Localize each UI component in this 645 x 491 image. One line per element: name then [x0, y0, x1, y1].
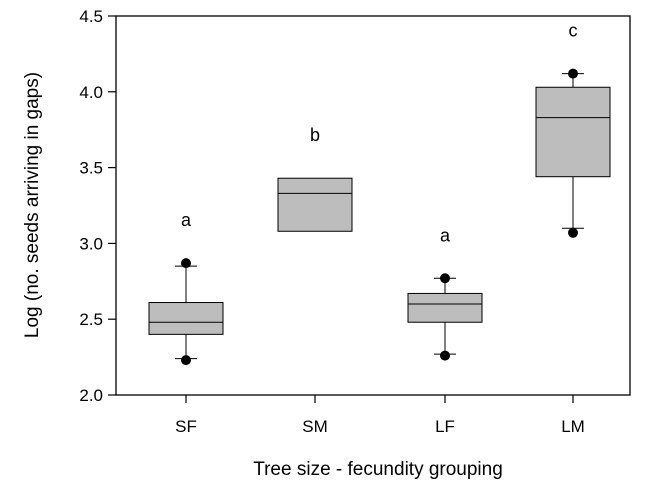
y-axis-title: Log (no. seeds arriving in gaps)	[22, 72, 43, 338]
y-tick-label: 2.5	[79, 310, 103, 329]
outlier-point-lm	[568, 68, 578, 79]
outlier-point-lm	[568, 227, 578, 238]
box-sf	[148, 302, 224, 335]
x-tick-label-lm: LM	[561, 417, 585, 436]
x-tick-label-sf: SF	[175, 417, 197, 436]
significance-letter-lm: c	[569, 21, 578, 41]
y-tick-label: 3.0	[79, 234, 103, 253]
significance-letter-sm: b	[310, 125, 320, 145]
x-tick-label-sm: SM	[302, 417, 328, 436]
x-tick-label-lf: LF	[435, 417, 455, 436]
outlier-point-sf	[181, 355, 191, 366]
significance-letter-lf: a	[440, 225, 451, 245]
box-lm	[535, 86, 611, 178]
y-tick-label: 2.0	[79, 386, 103, 405]
x-axis-title: Tree size - fecundity grouping	[253, 459, 503, 480]
box-lf	[407, 292, 483, 323]
outlier-point-lf	[440, 273, 450, 284]
y-tick-label: 4.5	[79, 7, 103, 26]
outlier-point-lf	[440, 350, 450, 361]
box-sm	[277, 177, 353, 232]
plot-area: 2.0 2.5 3.0 3.5 4.0 4.5 SF a SM b LF a LM c	[79, 7, 631, 436]
y-tick-label: 3.5	[79, 159, 103, 178]
outlier-point-sf	[181, 258, 191, 269]
y-tick-label: 4.0	[79, 83, 103, 102]
significance-letter-sf: a	[181, 210, 192, 230]
plot-frame	[115, 15, 631, 396]
